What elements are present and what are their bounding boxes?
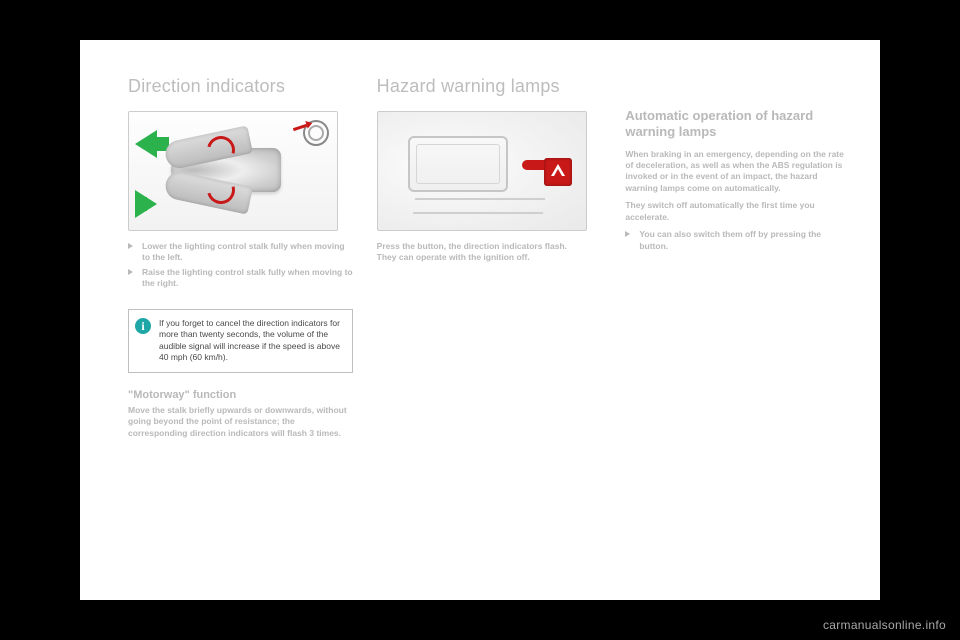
auto-hazard-p1: When braking in an emergency, depending … (625, 149, 850, 195)
auto-hazard-heading: Automatic operation of hazard warning la… (625, 108, 850, 141)
figure-hazard (377, 111, 587, 231)
hazard-caption-1: Press the button, the direction indicato… (377, 241, 602, 252)
motorway-heading: "Motorway" function (128, 389, 353, 401)
auto-hazard-p2: They switch off automatically the first … (625, 200, 850, 223)
info-box: i If you forget to cancel the direction … (128, 309, 353, 373)
green-arrow-left-icon (135, 130, 157, 158)
hazard-caption-2: They can operate with the ignition off. (377, 252, 602, 263)
col-auto-hazard: Automatic operation of hazard warning la… (625, 76, 850, 580)
red-press-arrow-icon (522, 160, 546, 170)
watermark: carmanualsonline.info (823, 618, 946, 632)
hazard-triangle-button-icon (544, 158, 572, 186)
info-text: If you forget to cancel the direction in… (159, 318, 344, 364)
title-direction-indicators: Direction indicators (128, 76, 353, 97)
direction-bullets: Lower the lighting control stalk fully w… (128, 241, 353, 293)
dash-vent-icon (413, 198, 545, 214)
info-icon: i (135, 318, 151, 334)
spacer (625, 76, 850, 108)
red-curve-arrows-icon (207, 140, 237, 200)
manual-page: Direction indicators Lower the lighting … (80, 40, 880, 600)
bullet-raise-stalk: Raise the lighting control stalk fully w… (128, 267, 353, 290)
col-direction-indicators: Direction indicators Lower the lighting … (128, 76, 353, 580)
col-hazard-lamps: Hazard warning lamps Press the button, t… (377, 76, 602, 580)
figure-stalk (128, 111, 338, 231)
title-hazard: Hazard warning lamps (377, 76, 602, 97)
bullet-lower-stalk: Lower the lighting control stalk fully w… (128, 241, 353, 264)
auto-hazard-bullets: You can also switch them off by pressing… (625, 229, 850, 255)
green-arrow-right-tail (135, 197, 147, 211)
motorway-text: Move the stalk briefly upwards or downwa… (128, 405, 353, 439)
center-screen-icon (408, 136, 508, 192)
bullet-switch-off: You can also switch them off by pressing… (625, 229, 850, 252)
